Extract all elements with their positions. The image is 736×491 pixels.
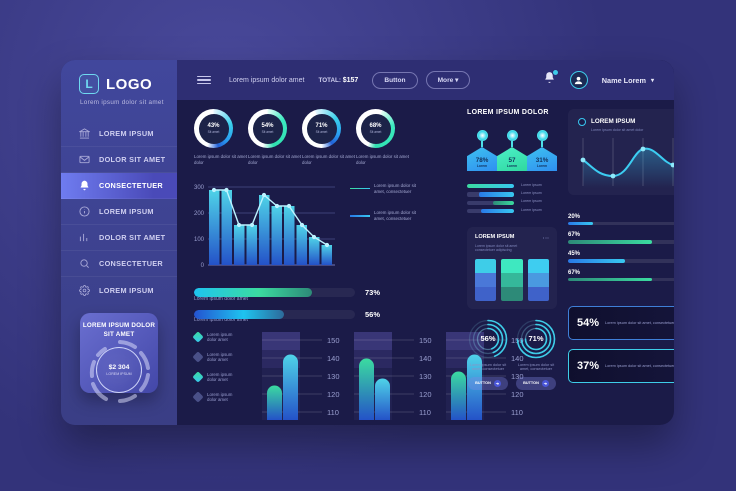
svg-text:120: 120 <box>419 390 432 399</box>
svg-text:110: 110 <box>419 408 431 417</box>
svg-text:130: 130 <box>419 372 432 381</box>
svg-text:120: 120 <box>327 390 340 399</box>
svg-text:0: 0 <box>201 263 205 269</box>
svg-text:150: 150 <box>327 336 340 345</box>
svg-text:71%: 71% <box>528 334 543 343</box>
svg-text:110: 110 <box>327 408 339 417</box>
svg-text:130: 130 <box>327 372 340 381</box>
svg-text:100: 100 <box>194 237 205 243</box>
svg-text:300: 300 <box>194 185 205 191</box>
svg-text:140: 140 <box>419 354 432 363</box>
svg-text:150: 150 <box>419 336 432 345</box>
svg-text:56%: 56% <box>480 334 495 343</box>
svg-text:200: 200 <box>194 211 205 217</box>
svg-text:140: 140 <box>327 354 340 363</box>
